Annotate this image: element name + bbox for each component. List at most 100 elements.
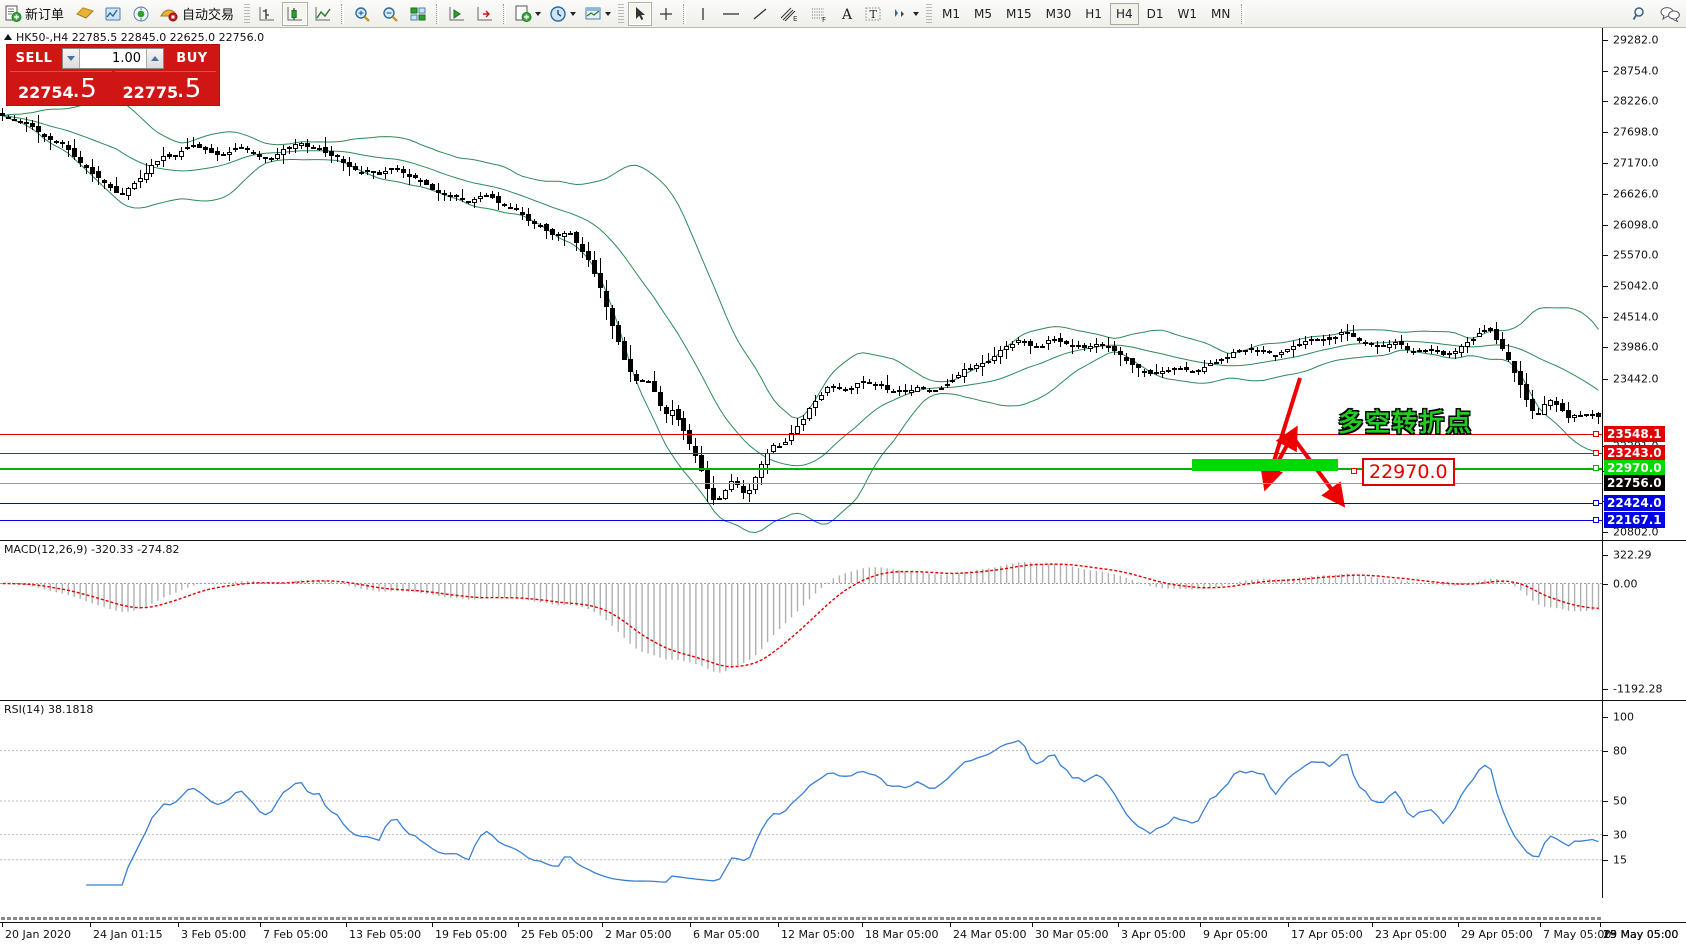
chevron-down-icon-3[interactable] xyxy=(605,11,612,16)
search-button[interactable] xyxy=(1627,2,1653,26)
sell-price-button[interactable]: 22754 .5 xyxy=(10,71,112,104)
chevron-down-icon-4[interactable] xyxy=(913,11,920,16)
candlestick-chart-button[interactable] xyxy=(282,1,309,26)
fibonacci-button[interactable]: F xyxy=(805,2,833,26)
price-callout-label[interactable]: 22970.0 xyxy=(1362,458,1455,486)
macd-label: MACD(12,26,9) -320.33 -274.82 xyxy=(4,543,180,556)
time-grid-dot xyxy=(724,917,729,920)
macd-pane[interactable]: MACD(12,26,9) -320.33 -274.82 322.29 0.00… xyxy=(0,540,1686,700)
text-tool-button[interactable]: A xyxy=(835,2,859,26)
timeframe-m5[interactable]: M5 xyxy=(974,6,993,21)
vertical-line-button[interactable] xyxy=(691,2,715,26)
timeframe-h1[interactable]: H1 xyxy=(1085,6,1102,21)
price-level-tag[interactable]: 22970.0 xyxy=(1604,460,1665,476)
toolbar-grip-3[interactable] xyxy=(926,3,933,24)
timeframe-m30[interactable]: M30 xyxy=(1045,6,1072,21)
candlestick xyxy=(233,28,239,540)
price-level-line[interactable] xyxy=(0,434,1602,435)
volume-increase-button[interactable] xyxy=(146,48,163,68)
timeframe-d1[interactable]: D1 xyxy=(1146,6,1164,21)
cursor-tool-button[interactable] xyxy=(628,1,653,26)
time-axis[interactable]: 20 Jan 2020 24 Jan 01:15 3 Feb 05:00 7 Feb … xyxy=(0,922,1686,946)
chevron-down-icon[interactable] xyxy=(535,11,542,16)
arrows-tool-button[interactable] xyxy=(887,2,922,26)
toolbar-grip[interactable] xyxy=(244,3,251,24)
timeframe-period-button[interactable] xyxy=(546,2,579,26)
price-level-line[interactable] xyxy=(0,453,1602,454)
time-grid-dot xyxy=(748,917,753,920)
chat-button[interactable] xyxy=(1655,2,1685,26)
price-level-handle[interactable] xyxy=(1593,500,1599,506)
tile-windows-button[interactable] xyxy=(405,2,431,26)
time-grid-dot xyxy=(1208,917,1213,920)
chart-autoscroll-button[interactable] xyxy=(472,2,498,26)
rsi-pane[interactable]: RSI(14) 38.1818 100 80 50 30 15 xyxy=(0,700,1686,898)
price-level-tag[interactable]: 22167.1 xyxy=(1604,512,1665,528)
price-level-line[interactable] xyxy=(0,503,1602,504)
data-window-button[interactable] xyxy=(100,2,126,26)
horizontal-line-button[interactable] xyxy=(717,2,745,26)
volume-value[interactable]: 1.00 xyxy=(112,50,141,66)
price-level-line[interactable] xyxy=(0,483,1602,484)
price-axis[interactable]: 29282.0 28754.0 28226.0 27698.0 27170.0 26626… xyxy=(1602,28,1686,540)
market-watch-button[interactable] xyxy=(72,2,98,26)
buy-price-button[interactable]: 22775 .5 xyxy=(114,71,216,104)
toolbar-grip-2[interactable] xyxy=(618,3,625,24)
templates-button[interactable] xyxy=(581,2,614,26)
auto-trading-button[interactable]: 自动交易 xyxy=(156,2,240,26)
svg-text:T: T xyxy=(870,8,878,21)
chevron-down-icon-2[interactable] xyxy=(570,11,577,16)
candlestick xyxy=(657,28,663,540)
new-order-button[interactable]: 新订单 xyxy=(1,2,70,26)
volume-decrease-button[interactable] xyxy=(63,48,80,68)
price-level-tag[interactable]: 23243.0 xyxy=(1604,445,1665,461)
rsi-plot-region[interactable]: RSI(14) 38.1818 xyxy=(0,701,1602,898)
time-grid-dot xyxy=(419,917,424,920)
timeframe-w1[interactable]: W1 xyxy=(1177,6,1198,21)
price-pane[interactable]: 多空转折点 22970.0 29282.0 28754.0 28226.0 27698.… xyxy=(0,28,1686,540)
timeframe-mn[interactable]: MN xyxy=(1211,6,1231,21)
callout-anchor-handle[interactable] xyxy=(1351,468,1357,474)
text-label-button[interactable]: T xyxy=(861,2,885,26)
collapse-triangle-icon[interactable] xyxy=(4,34,12,40)
price-plot-region[interactable]: 多空转折点 22970.0 xyxy=(0,28,1602,540)
price-level-tag[interactable]: 22756.0 xyxy=(1604,475,1665,491)
forecast-arrow[interactable] xyxy=(1266,425,1298,481)
time-grid-dot xyxy=(1047,917,1052,920)
sell-button[interactable]: SELL xyxy=(15,50,53,66)
bar-chart-button[interactable] xyxy=(254,2,280,26)
buy-button[interactable]: BUY xyxy=(176,50,208,66)
zoom-in-button[interactable] xyxy=(349,2,375,26)
chart-shift-button[interactable] xyxy=(444,2,470,26)
price-level-handle[interactable] xyxy=(1593,465,1599,471)
price-level-handle[interactable] xyxy=(1593,431,1599,437)
time-axis-label: 25 May 05:00 xyxy=(1603,928,1679,941)
new-chart-button[interactable] xyxy=(511,2,544,26)
timeframe-h4[interactable]: H4 xyxy=(1109,2,1139,25)
candlestick xyxy=(1076,28,1081,540)
macd-plot-region[interactable]: MACD(12,26,9) -320.33 -274.82 xyxy=(0,541,1602,700)
price-level-line[interactable] xyxy=(0,520,1602,521)
time-grid-dot xyxy=(48,917,53,920)
turning-point-annotation[interactable]: 多空转折点 xyxy=(1338,408,1474,437)
crosshair-tool-button[interactable] xyxy=(654,2,678,26)
price-level-handle[interactable] xyxy=(1593,450,1599,456)
zoom-out-button[interactable] xyxy=(377,2,403,26)
navigator-button[interactable] xyxy=(128,2,154,26)
chart-area[interactable]: 多空转折点 22970.0 29282.0 28754.0 28226.0 27698.… xyxy=(0,28,1686,946)
price-level-tag[interactable]: 22424.0 xyxy=(1604,495,1665,511)
trendline-button[interactable] xyxy=(747,2,773,26)
support-zone-rectangle[interactable] xyxy=(1192,459,1338,471)
time-grid-dot xyxy=(1196,917,1201,920)
timeframe-m15[interactable]: M15 xyxy=(1006,6,1032,21)
price-level-line[interactable] xyxy=(0,468,1602,470)
line-chart-button[interactable] xyxy=(310,2,336,26)
time-grid-dot xyxy=(1172,917,1177,920)
price-level-tag[interactable]: 23548.1 xyxy=(1604,426,1665,442)
time-axis-tick xyxy=(432,923,433,927)
price-level-handle[interactable] xyxy=(1593,517,1599,523)
equidistant-channel-button[interactable]: E xyxy=(775,2,803,26)
volume-stepper[interactable]: 1.00 xyxy=(62,47,164,69)
timeframe-m1[interactable]: M1 xyxy=(942,6,961,21)
